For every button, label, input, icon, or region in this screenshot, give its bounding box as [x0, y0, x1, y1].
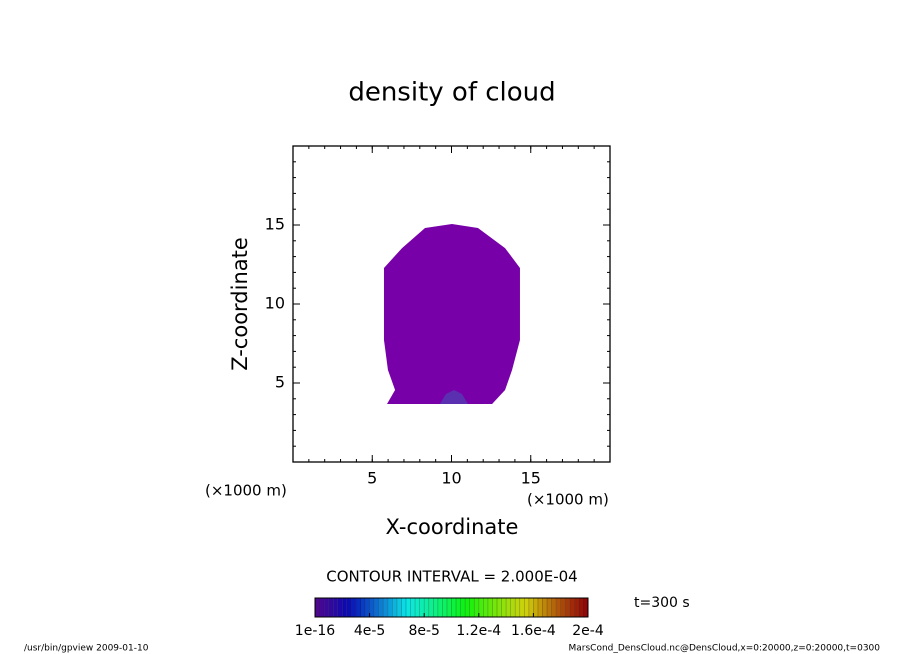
colorbar-stripe [578, 598, 584, 617]
colorbar-tick-label: 1e-16 [295, 623, 335, 639]
colorbar-stripe [442, 598, 447, 617]
footer-left: /usr/bin/gpview 2009-01-10 [24, 644, 149, 654]
colorbar-stripe [383, 598, 388, 617]
colorbar-stripe [465, 598, 470, 617]
colorbar-stripe [401, 598, 406, 617]
colorbar-stripe [506, 598, 511, 617]
colorbar-stripe [547, 598, 552, 617]
contour-region [439, 389, 468, 405]
colorbar-stripe [324, 598, 329, 617]
x-axis-label: X-coordinate [386, 515, 519, 539]
colorbar-stripe [565, 598, 570, 617]
colorbar-stripe [410, 598, 416, 617]
x-tick-label: 5 [367, 469, 377, 488]
colorbar-stripe [451, 598, 457, 617]
contour-interval: CONTOUR INTERVAL = 2.000E-04 [326, 568, 577, 586]
colorbar-stripe [560, 598, 566, 617]
colorbar-stripe [497, 598, 502, 617]
colorbar-stripe [342, 598, 347, 617]
colorbar-stripe [424, 598, 429, 617]
colorbar-stripe [446, 598, 452, 617]
colorbar-stripe [351, 598, 356, 617]
y-tick-label: 15 [265, 215, 285, 234]
colorbar-stripe [365, 598, 370, 617]
colorbar-stripe [469, 598, 475, 617]
colorbar-stripe [519, 598, 525, 617]
colorbar-tick-label: 4e-5 [354, 623, 385, 639]
colorbar-stripe [315, 598, 320, 617]
colorbar-stripe [487, 598, 493, 617]
colorbar-stripe [346, 598, 352, 617]
colorbar-stripe [374, 598, 379, 617]
y-axis-label: Z-coordinate [228, 237, 252, 371]
colorbar-stripe [406, 598, 411, 617]
y-tick-label: 5 [275, 373, 285, 392]
colorbar-stripe [483, 598, 488, 617]
colorbar-stripe [433, 598, 438, 617]
colorbar-frame [314, 597, 589, 618]
colorbar-tick-label: 2e-4 [572, 623, 604, 639]
colorbar-stripe [319, 598, 325, 617]
colorbar-stripe [501, 598, 507, 617]
colorbar-stripe [333, 598, 338, 617]
colorbar-stripe [537, 598, 543, 617]
colorbar-stripe [524, 598, 529, 617]
x-tick-label: 10 [441, 469, 461, 488]
colorbar-stripe [574, 598, 579, 617]
colorbar-stripe [428, 598, 434, 617]
colorbar-stripe [437, 598, 443, 617]
colorbar-stripe [396, 598, 402, 617]
colorbar-stripe [456, 598, 461, 617]
y-unit-label: (×1000 m) [205, 482, 287, 500]
colorbar-stripe [542, 598, 548, 617]
colorbar-stripe [387, 598, 393, 617]
colorbar-stripe [415, 598, 420, 617]
colorbar-stripe [378, 598, 384, 617]
colorbar-stripe [337, 598, 343, 617]
colorbar-stripe [492, 598, 497, 617]
colorbar-tick-label: 8e-5 [408, 623, 439, 639]
y-tick-label: 10 [265, 294, 285, 313]
colorbar-stripe [583, 598, 588, 617]
colorbar-stripe [478, 598, 484, 617]
colorbar-stripe [419, 598, 425, 617]
colorbar-stripe [569, 598, 575, 617]
colorbar-stripe [392, 598, 397, 617]
colorbar-stripe [369, 598, 375, 617]
colorbar-stripe [474, 598, 479, 617]
colorbar-stripe [355, 598, 361, 617]
colorbar-stripe [510, 598, 516, 617]
chart-title: density of cloud [348, 78, 555, 108]
colorbar-stripe [360, 598, 366, 617]
x-tick-label: 15 [521, 469, 541, 488]
time-label: t=300 s [634, 595, 690, 611]
colorbar-stripe [515, 598, 520, 617]
x-unit-label: (×1000 m) [527, 491, 609, 509]
colorbar-stripe [551, 598, 557, 617]
colorbar-tick-label: 1.6e-4 [511, 623, 556, 639]
footer-right: MarsCond_DensCloud.nc@DensCloud,x=0:2000… [569, 644, 881, 654]
contour-region [383, 224, 520, 405]
colorbar-tick-label: 1.2e-4 [456, 623, 501, 639]
colorbar-stripe [328, 598, 334, 617]
colorbar-stripe [533, 598, 538, 617]
colorbar-stripe [556, 598, 561, 617]
colorbar-stripe [460, 598, 466, 617]
colorbar-stripe [528, 598, 534, 617]
